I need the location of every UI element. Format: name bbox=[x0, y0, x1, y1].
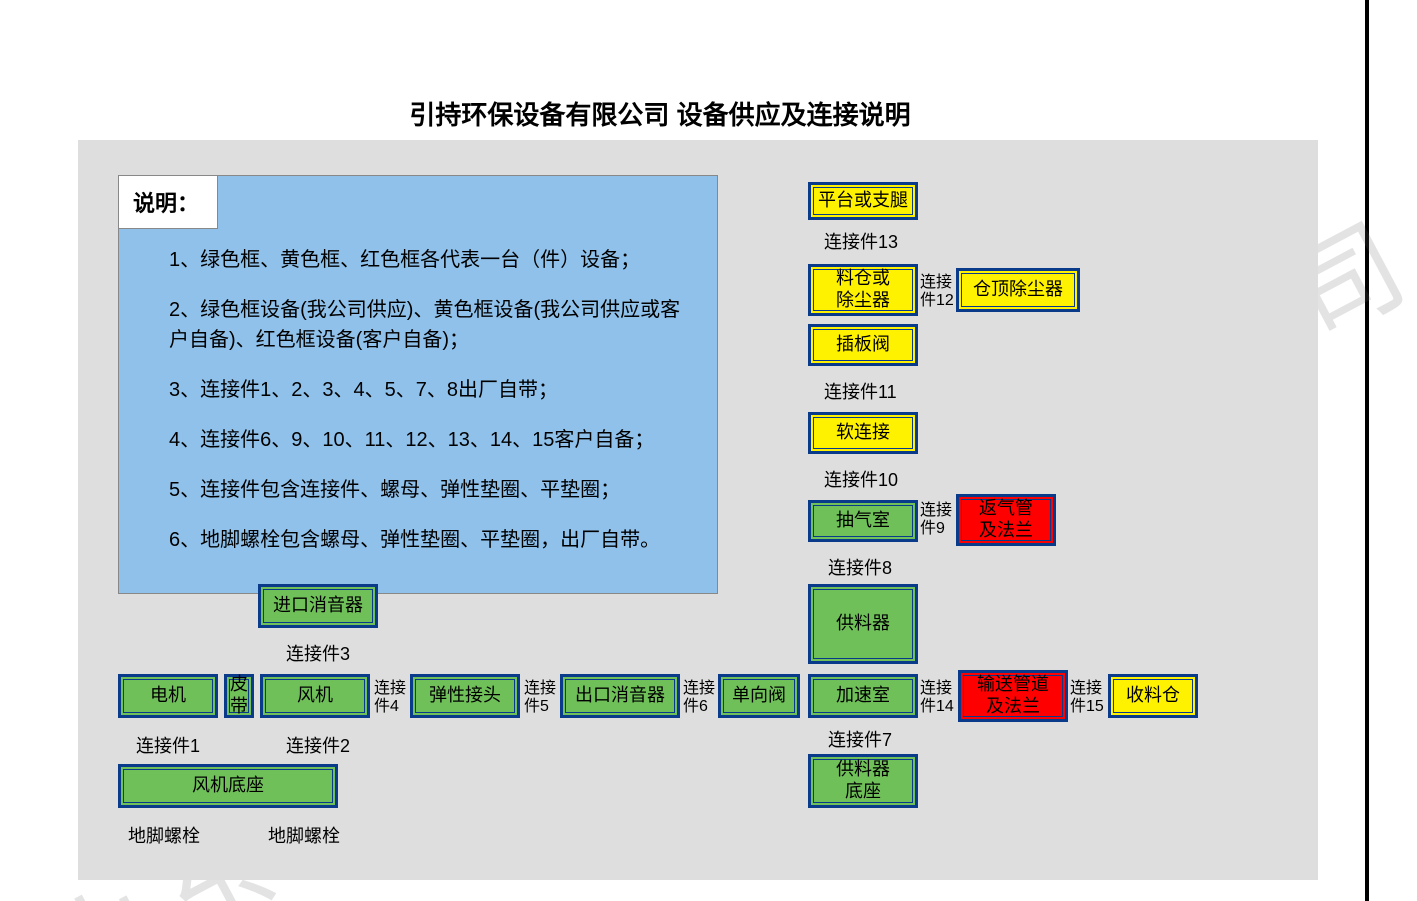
node-label: 加速室 bbox=[836, 685, 890, 707]
conn-label-c7: 连接件7 bbox=[828, 726, 892, 752]
node-label: 供料器 底座 bbox=[836, 759, 890, 802]
conn-label-c11: 连接件11 bbox=[824, 378, 897, 404]
legend-body: 1、绿色框、黄色框、红色框各代表一台（件）设备； 2、绿色框设备(我公司供应)、黄… bbox=[119, 229, 717, 555]
node-platform: 平台或支腿 bbox=[808, 182, 918, 220]
conn-small-c15: 连接 件15 bbox=[1070, 680, 1112, 715]
conn-label-c3: 连接件3 bbox=[286, 640, 350, 666]
conn-label-b2: 地脚螺栓 bbox=[268, 822, 340, 848]
node-label: 进口消音器 bbox=[273, 595, 363, 617]
legend-item: 3、连接件1、2、3、4、5、7、8出厂自带； bbox=[169, 375, 693, 405]
node-feeder-base: 供料器 底座 bbox=[808, 754, 918, 808]
legend-item: 1、绿色框、黄色框、红色框各代表一台（件）设备； bbox=[169, 245, 693, 275]
node-fan: 风机 bbox=[260, 674, 370, 718]
legend-item: 6、地脚螺栓包含螺母、弹性垫圈、平垫圈，出厂自带。 bbox=[169, 525, 693, 555]
node-top-dust: 仓顶除尘器 bbox=[956, 268, 1080, 312]
node-label: 软连接 bbox=[836, 422, 890, 444]
node-label: 料仓或 除尘器 bbox=[836, 268, 890, 311]
node-check-valve: 单向阀 bbox=[718, 674, 800, 718]
legend-item: 4、连接件6、9、10、11、12、13、14、15客户自备； bbox=[169, 425, 693, 455]
legend-item: 5、连接件包含连接件、螺母、弹性垫圈、平垫圈； bbox=[169, 475, 693, 505]
page-right-border bbox=[1365, 0, 1369, 901]
diagram-canvas: 说明： 1、绿色框、黄色框、红色框各代表一台（件）设备； 2、绿色框设备(我公司供… bbox=[78, 140, 1318, 880]
node-label: 返气管 及法兰 bbox=[979, 498, 1033, 541]
node-label: 仓顶除尘器 bbox=[973, 279, 1063, 301]
node-silo: 料仓或 除尘器 bbox=[808, 264, 918, 316]
page-title: 引持环保设备有限公司 设备供应及连接说明 bbox=[0, 95, 1320, 132]
node-fan-base: 风机底座 bbox=[118, 764, 338, 808]
node-label: 供料器 bbox=[836, 613, 890, 635]
node-label: 抽气室 bbox=[836, 510, 890, 532]
conn-label-c2: 连接件2 bbox=[286, 732, 350, 758]
conn-small-c6: 连接 件6 bbox=[683, 680, 725, 715]
node-recv-silo: 收料仓 bbox=[1108, 674, 1198, 718]
node-gate-valve: 插板阀 bbox=[808, 324, 918, 366]
node-label: 弹性接头 bbox=[429, 685, 501, 707]
node-label: 风机 bbox=[297, 685, 333, 707]
node-pipe-flange: 输送管道 及法兰 bbox=[958, 670, 1068, 722]
node-soft-conn: 软连接 bbox=[808, 412, 918, 454]
conn-label-c10: 连接件10 bbox=[824, 466, 898, 492]
conn-small-c9: 连接 件9 bbox=[920, 502, 962, 537]
conn-label-c8: 连接件8 bbox=[828, 554, 892, 580]
node-label: 插板阀 bbox=[836, 334, 890, 356]
conn-small-c12: 连接 件12 bbox=[920, 274, 962, 309]
node-label: 皮 带 bbox=[230, 674, 248, 717]
legend-heading: 说明： bbox=[118, 175, 218, 229]
node-label: 输送管道 及法兰 bbox=[977, 674, 1049, 717]
conn-small-c4: 连接 件4 bbox=[374, 680, 416, 715]
node-accel-chamber: 加速室 bbox=[808, 674, 918, 718]
node-label: 出口消音器 bbox=[575, 685, 665, 707]
node-motor: 电机 bbox=[118, 674, 218, 718]
node-suction: 抽气室 bbox=[808, 500, 918, 542]
conn-label-c13: 连接件13 bbox=[824, 228, 898, 254]
conn-label-b1: 地脚螺栓 bbox=[128, 822, 200, 848]
node-label: 单向阀 bbox=[732, 685, 786, 707]
node-label: 收料仓 bbox=[1126, 685, 1180, 707]
node-label: 平台或支腿 bbox=[818, 190, 908, 212]
conn-label-c1: 连接件1 bbox=[136, 732, 200, 758]
node-elastic-joint: 弹性接头 bbox=[410, 674, 520, 718]
node-return-pipe: 返气管 及法兰 bbox=[956, 494, 1056, 546]
node-label: 风机底座 bbox=[192, 775, 264, 797]
legend-item: 2、绿色框设备(我公司供应)、黄色框设备(我公司供应或客户自备)、红色框设备(客… bbox=[169, 295, 693, 355]
node-feeder: 供料器 bbox=[808, 584, 918, 664]
legend-box: 说明： 1、绿色框、黄色框、红色框各代表一台（件）设备； 2、绿色框设备(我公司供… bbox=[118, 175, 718, 594]
node-inlet-silencer: 进口消音器 bbox=[258, 584, 378, 628]
conn-small-c14: 连接 件14 bbox=[920, 680, 962, 715]
node-label: 电机 bbox=[150, 685, 186, 707]
conn-small-c5: 连接 件5 bbox=[524, 680, 566, 715]
node-outlet-silencer: 出口消音器 bbox=[560, 674, 680, 718]
node-belt: 皮 带 bbox=[224, 674, 254, 718]
